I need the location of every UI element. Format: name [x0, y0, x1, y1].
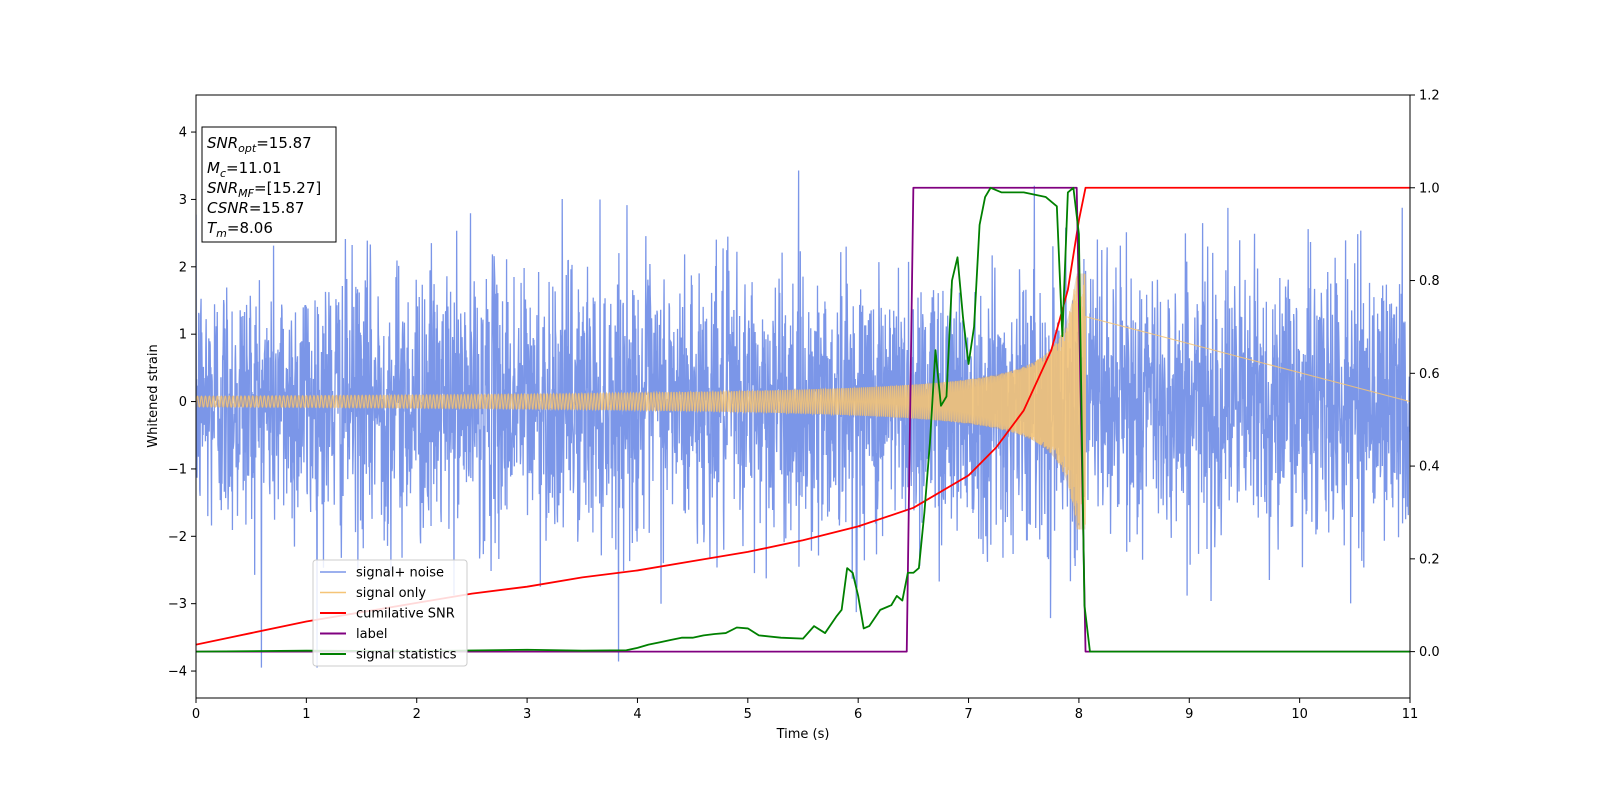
y-right-tick-label: 0.8 [1419, 274, 1440, 289]
y-right-tick-label: 0.0 [1419, 645, 1440, 660]
x-axis-label: Time (s) [776, 727, 830, 742]
svg-text:cumilative SNR: cumilative SNR [356, 607, 455, 622]
legend-entry: label [320, 627, 387, 642]
info-line: CSNR=15.87 [207, 199, 304, 217]
series-signal-noise [196, 170, 1410, 668]
x-tick-label: 0 [192, 707, 200, 722]
y-axis-label: Whitened strain [146, 344, 161, 447]
svg-text:signal statistics: signal statistics [356, 648, 457, 663]
series-signal-envelope [196, 273, 1086, 530]
y-right-tick-label: 0.6 [1419, 367, 1440, 382]
x-tick-label: 8 [1075, 707, 1083, 722]
series-signal-only [196, 273, 1410, 530]
y-left-tick-label: 1 [179, 328, 187, 343]
y-right-tick-label: 0.4 [1419, 460, 1440, 475]
legend-entry: signal statistics [320, 648, 457, 663]
legend-entry: signal+ noise [320, 566, 444, 581]
legend-entry: cumilative SNR [320, 607, 455, 622]
x-tick-label: 10 [1291, 707, 1308, 722]
x-tick-label: 11 [1402, 707, 1419, 722]
y-right-tick-label: 1.0 [1419, 181, 1440, 196]
y-left-tick-label: −4 [168, 665, 187, 680]
series-signal-statistics [196, 186, 1410, 653]
info-line: Mc=11.01 [207, 159, 282, 180]
y-left-tick-label: −2 [168, 530, 187, 545]
info-box: SNRopt=15.87 Mc=11.01SNRMF=[15.27]CSNR=15… [201, 126, 337, 243]
x-tick-label: 3 [523, 707, 531, 722]
y-left-tick-label: 3 [179, 193, 187, 208]
svg-text:label: label [356, 627, 387, 642]
info-line: SNRopt=15.87 [207, 134, 312, 155]
y-left-tick-label: 2 [179, 260, 187, 275]
y-right-tick-label: 0.2 [1419, 552, 1440, 567]
x-tick-label: 6 [854, 707, 862, 722]
x-tick-label: 5 [744, 707, 752, 722]
x-tick-label: 7 [964, 707, 972, 722]
x-tick-label: 1 [302, 707, 310, 722]
y-left-tick-label: 0 [179, 395, 187, 410]
plot-frame [195, 94, 1411, 699]
x-tick-label: 4 [633, 707, 641, 722]
info-line: SNRMF=[15.27] [207, 179, 321, 200]
y-right-tick-label: 1.2 [1419, 89, 1440, 104]
svg-text:signal only: signal only [356, 586, 426, 601]
info-line: Tm=8.06 [207, 219, 273, 240]
x-tick-label: 9 [1185, 707, 1193, 722]
legend-entry: signal only [320, 586, 426, 601]
svg-text:signal+ noise: signal+ noise [356, 566, 444, 581]
legend: signal+ noise signal only cumilative SNR la… [312, 559, 468, 667]
y-left-tick-label: −3 [168, 597, 187, 612]
x-tick-label: 2 [413, 707, 421, 722]
y-left-tick-label: −1 [168, 462, 187, 477]
y-left-tick-label: 4 [179, 126, 187, 141]
